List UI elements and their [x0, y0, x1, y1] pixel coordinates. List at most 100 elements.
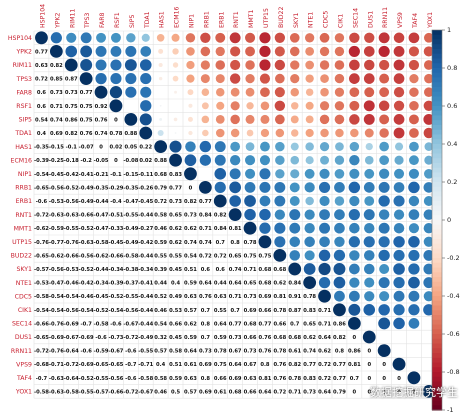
corr-value-label: -0.34 — [94, 281, 109, 287]
corr-value-label: 0.71 — [244, 267, 257, 273]
corr-value-label: 0.66 — [169, 321, 182, 327]
corr-value-label: 0.54 — [35, 117, 48, 123]
corr-circle — [230, 114, 240, 125]
corr-circle — [230, 46, 241, 57]
corr-value-label: 0.68 — [273, 335, 286, 341]
corr-value-label: 0.87 — [65, 77, 78, 83]
colorbar-segment — [432, 72, 442, 79]
corr-circle — [289, 32, 300, 43]
corr-circle — [393, 46, 405, 57]
corr-circle — [290, 155, 300, 165]
corr-value-label: 0.58 — [154, 376, 167, 382]
corr-circle — [379, 87, 390, 98]
colorbar-segment — [432, 125, 442, 131]
row-label: RIM11 — [13, 62, 32, 69]
corr-circle — [349, 222, 360, 234]
colorbar-tick-label: 0 — [447, 216, 451, 224]
corr-circle — [305, 115, 314, 124]
colorbar-segment — [432, 338, 442, 345]
corr-value-label: -0.77 — [49, 240, 64, 246]
corr-value-label: -0.62 — [34, 226, 49, 232]
corr-value-label: -0.21 — [94, 172, 109, 178]
corr-value-label: -0.63 — [79, 240, 94, 246]
corr-circle — [172, 75, 179, 82]
corr-value-label: 0.78 — [288, 376, 301, 382]
corr-circle — [379, 141, 389, 152]
column-label: RRB1 — [203, 11, 210, 28]
corr-circle — [260, 141, 270, 152]
corr-value-label: 0.64 — [229, 362, 242, 368]
corr-circle — [408, 276, 420, 289]
corr-circle — [304, 209, 315, 220]
corr-value-label: -0.44 — [138, 294, 153, 300]
corr-circle — [394, 155, 404, 165]
corr-value-label: 0.6 — [201, 267, 211, 273]
corr-circle — [290, 60, 300, 70]
corr-circle — [259, 45, 271, 58]
corr-value-label: 0.78 — [303, 294, 316, 300]
corr-circle — [245, 73, 255, 84]
corr-circle — [423, 46, 434, 57]
corr-value-label: 0.5 — [171, 389, 181, 395]
corr-circle — [363, 113, 375, 125]
corr-circle — [334, 155, 345, 165]
corr-circle — [408, 181, 420, 194]
corr-circle — [423, 249, 435, 261]
corr-value-label: 0 — [353, 389, 357, 395]
corr-circle — [274, 59, 286, 71]
corr-circle — [423, 60, 434, 70]
corr-value-label: -0.35 — [123, 185, 138, 191]
corr-value-label: -0.18 — [64, 158, 79, 164]
corr-value-label: -0.58 — [64, 389, 79, 395]
corr-circle — [304, 236, 315, 248]
corr-circle — [424, 87, 434, 98]
corr-circle — [393, 73, 405, 84]
corr-value-label: 0.65 — [244, 281, 257, 287]
corr-circle — [305, 47, 315, 56]
corr-circle — [378, 195, 390, 207]
corr-value-label: 0.82 — [288, 362, 301, 368]
corr-value-label: 0.73 — [244, 349, 257, 355]
row-label: CIK1 — [18, 307, 32, 314]
colorbar-segment — [432, 329, 442, 335]
corr-value-label: -0.57 — [34, 267, 49, 273]
corr-value-label: -0.47 — [94, 226, 109, 232]
corr-circle — [334, 209, 345, 220]
corr-value-label: 0.69 — [50, 131, 63, 137]
corr-circle — [95, 72, 107, 85]
corr-circle — [408, 209, 420, 220]
corr-value-label: 0.58 — [154, 213, 167, 219]
corr-circle — [364, 128, 374, 138]
corr-circle — [423, 304, 435, 316]
corr-circle — [378, 317, 391, 330]
corr-circle — [260, 128, 270, 138]
corr-value-label: 0.83 — [169, 172, 182, 178]
corr-value-label: 0.71 — [199, 226, 212, 232]
corr-circle — [320, 155, 330, 165]
colorbar-segment — [432, 44, 442, 50]
corr-value-label: 0.64 — [318, 335, 331, 341]
corr-value-label: 0.74 — [229, 267, 242, 273]
corr-circle — [423, 277, 435, 289]
corr-value-label: -0.45 — [49, 172, 64, 178]
corr-circle — [245, 168, 256, 179]
corr-value-label: 0.85 — [50, 77, 63, 83]
corr-value-label: -0.76 — [49, 321, 64, 327]
corr-circle — [245, 60, 255, 70]
corr-value-label: -0.72 — [34, 213, 49, 219]
corr-circle — [35, 31, 48, 45]
corr-circle — [199, 154, 211, 166]
colorbar-segment — [432, 224, 442, 231]
corr-value-label: -0.76 — [49, 349, 64, 355]
colorbar-segment — [432, 300, 442, 307]
corr-value-label: -0.67 — [123, 321, 138, 327]
corr-value-label: -0.67 — [138, 389, 153, 395]
corr-circle — [304, 33, 315, 43]
row-label: NTE1 — [16, 280, 32, 287]
colorbar-segment — [432, 267, 442, 273]
corr-circle — [124, 113, 138, 126]
corr-circle — [289, 222, 301, 234]
corr-circle — [80, 59, 93, 71]
corr-value-label: 0.69 — [244, 308, 257, 314]
corr-circle — [304, 250, 315, 261]
